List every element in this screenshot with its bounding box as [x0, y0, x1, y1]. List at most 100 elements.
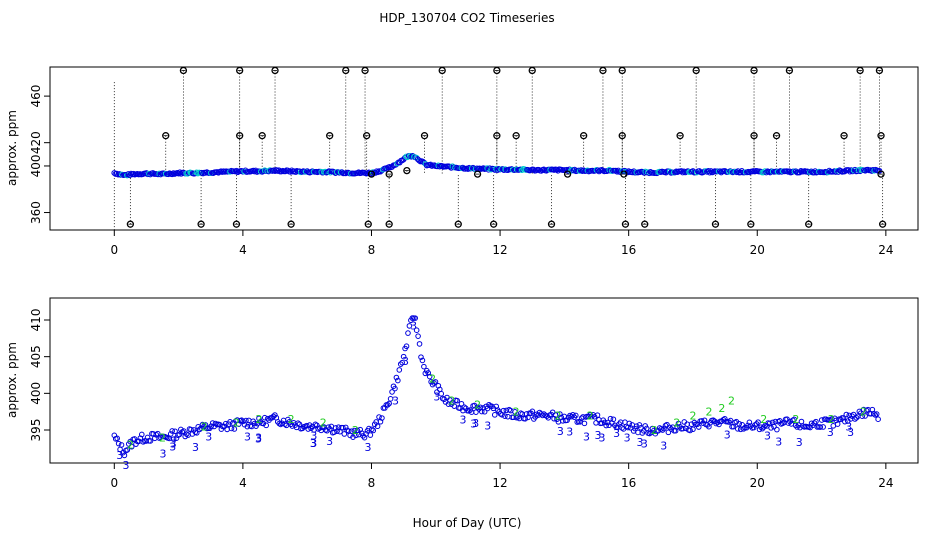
bottom-marker-2: 2 — [429, 373, 436, 386]
shared-xlabel: Hour of Day (UTC) — [413, 516, 522, 530]
top-point — [796, 169, 803, 176]
bottom-point — [121, 452, 128, 459]
bottom-point — [367, 432, 374, 438]
bottom-point — [862, 413, 868, 419]
bottom-point — [857, 410, 864, 416]
bottom-point — [240, 418, 246, 425]
bottom-point — [813, 418, 819, 425]
top-outlier — [162, 132, 170, 140]
top-outlier — [385, 220, 393, 228]
bottom-point — [601, 419, 608, 426]
bottom-point — [661, 425, 667, 432]
bottom-marker-2: 2 — [760, 413, 767, 426]
bottom-xtick-label: 4 — [239, 476, 247, 490]
top-outlier — [512, 132, 520, 140]
top-outlier — [547, 220, 556, 228]
bottom-xtick-label: 20 — [750, 476, 765, 490]
bottom-point — [750, 424, 757, 431]
bottom-point — [502, 413, 508, 419]
bottom-point — [263, 422, 269, 429]
bottom-point — [473, 409, 479, 415]
bottom-point — [370, 427, 377, 434]
bottom-point — [591, 413, 598, 420]
bottom-point — [432, 379, 439, 385]
bottom-marker-3: 3 — [583, 430, 590, 443]
top-outlier — [750, 132, 758, 140]
bottom-point — [820, 424, 826, 430]
bottom-marker-2: 2 — [587, 409, 594, 422]
top-point — [733, 169, 740, 176]
bottom-point — [735, 426, 741, 432]
bottom-marker-3: 3 — [636, 436, 643, 449]
bottom-point — [792, 422, 799, 429]
bottom-point — [348, 428, 355, 434]
bottom-marker-3: 3 — [310, 429, 317, 442]
bottom-point — [413, 327, 420, 334]
top-x-axis: 0 4 8 12 16 20 24 — [110, 230, 893, 257]
top-outlier — [342, 66, 350, 75]
bottom-marker-2: 2 — [201, 420, 208, 433]
bottom-marker-2: 2 — [728, 395, 735, 408]
bottom-marker-3: 3 — [255, 432, 262, 445]
bottom-point — [196, 426, 203, 433]
bottom-marker-2: 2 — [352, 424, 359, 437]
bottom-marker-3: 3 — [472, 417, 479, 430]
bottom-point — [405, 330, 411, 336]
bottom-marker-2: 2 — [689, 409, 696, 422]
bottom-marker-2: 2 — [792, 413, 799, 426]
top-outlier — [179, 66, 188, 75]
top-plot-frame — [49, 66, 919, 231]
bottom-marker-2: 2 — [474, 398, 481, 411]
bottom-point — [392, 385, 398, 392]
bottom-ylabel: approx. ppm — [5, 342, 19, 418]
bottom-point — [545, 414, 552, 421]
bottom-point — [454, 397, 460, 404]
bottom-point — [169, 428, 175, 434]
top-outlier — [403, 166, 411, 175]
bottom-point — [393, 374, 400, 381]
bottom-marker-2: 2 — [828, 413, 835, 426]
top-point — [427, 161, 434, 168]
top-point — [435, 162, 442, 169]
top-outlier — [856, 66, 864, 75]
bottom-point — [376, 414, 382, 420]
bottom-marker-2: 2 — [513, 406, 520, 419]
bottom-point — [675, 420, 682, 427]
top-outlier — [385, 170, 393, 178]
bottom-point — [153, 432, 160, 438]
bottom-point — [599, 420, 605, 426]
top-xtick-label: 24 — [878, 243, 893, 257]
bottom-point — [144, 434, 151, 441]
top-point — [762, 168, 768, 175]
bottom-point — [842, 418, 848, 425]
top-point — [486, 165, 493, 172]
top-point — [706, 169, 713, 176]
bottom-marker-2: 2 — [320, 417, 327, 430]
bottom-point — [811, 420, 818, 426]
bottom-point — [406, 323, 413, 329]
bottom-point — [332, 425, 339, 431]
top-point — [416, 157, 422, 164]
bottom-point — [458, 400, 465, 407]
bottom-point — [421, 363, 427, 370]
top-ytick-label: 460 — [29, 85, 43, 108]
bottom-point — [138, 431, 145, 438]
top-outlier — [528, 66, 536, 75]
top-xtick-label: 4 — [239, 243, 247, 257]
bottom-point — [529, 408, 536, 415]
bottom-point — [173, 435, 180, 441]
bottom-point — [227, 419, 233, 425]
bottom-point — [481, 408, 488, 415]
bottom-marker-3: 3 — [169, 440, 176, 453]
bottom-point — [658, 426, 664, 432]
top-ytick-label: 420 — [29, 131, 43, 154]
bottom-point — [726, 419, 732, 425]
bottom-point — [340, 424, 346, 431]
bottom-point — [431, 380, 437, 386]
top-outlier — [875, 66, 884, 75]
